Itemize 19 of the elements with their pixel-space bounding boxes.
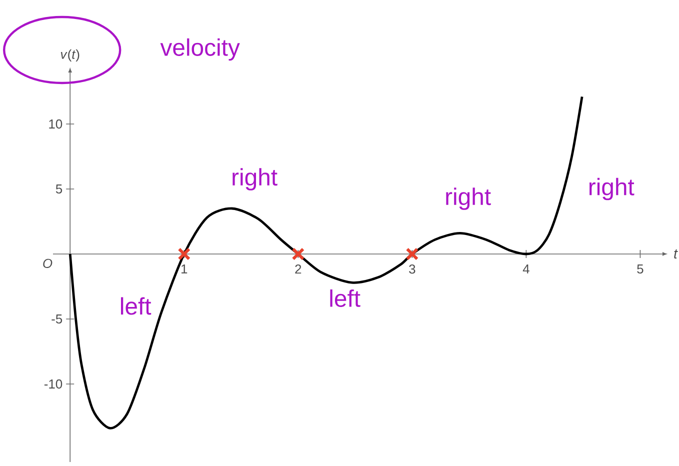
annotation: right <box>446 188 491 210</box>
x-tick-label: 5 <box>637 264 644 274</box>
x-axis-title: t <box>674 249 678 259</box>
text: velocity <box>160 38 240 61</box>
annotation: left <box>121 297 152 315</box>
annotation: left <box>330 289 360 307</box>
y-tick-label: -10 <box>44 379 62 389</box>
y-axis-title: v(t) <box>60 49 80 62</box>
x-tick-label: 4 <box>522 264 530 274</box>
y-tick-label: 5 <box>56 184 62 194</box>
line-series <box>68 96 584 430</box>
x-tick-label: 2 <box>295 264 302 274</box>
y-tick-label: -5 <box>52 314 62 324</box>
y-tick-label: 10 <box>49 119 62 129</box>
x-tick-label: 1 <box>182 264 188 274</box>
text: O <box>43 258 52 268</box>
annotation: right <box>232 168 278 190</box>
annotation: right <box>589 178 634 200</box>
x-tick-label: 3 <box>409 264 416 274</box>
